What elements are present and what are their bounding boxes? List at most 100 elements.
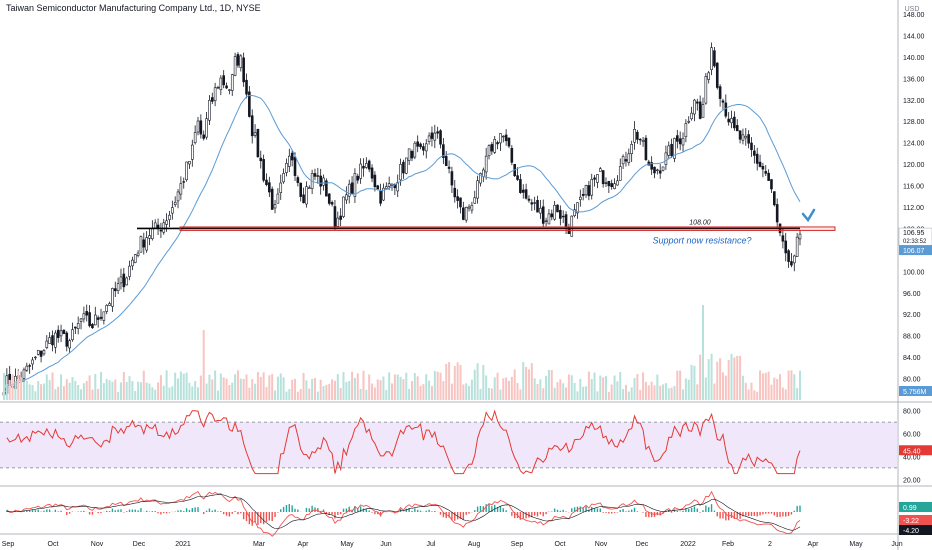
time-tick-label: May [340, 541, 354, 548]
volume-bar [271, 373, 274, 400]
macd-histogram-bar [593, 508, 596, 512]
macd-histogram-bar [582, 507, 584, 512]
volume-bar [613, 375, 616, 400]
candle-body [148, 235, 151, 239]
price-tick-label: 80.00 [903, 377, 921, 384]
volume-bar [499, 389, 502, 400]
volume-bar [34, 391, 37, 400]
macd-histogram-bar [619, 509, 621, 512]
candle-body [713, 50, 716, 67]
macd-histogram-bar [782, 512, 784, 517]
volume-bar [530, 363, 533, 400]
volume-value-label: 5.756M [903, 389, 927, 396]
macd-histogram-bar [180, 510, 182, 512]
candle-body [633, 128, 636, 143]
volume-bar [177, 378, 180, 400]
macd-histogram-bar [285, 505, 288, 512]
price-tick-label: 124.00 [903, 141, 925, 148]
volume-bar [296, 391, 299, 400]
macd-histogram-bar [254, 512, 256, 523]
price-tick-label: 100.00 [903, 269, 925, 276]
candle-body [48, 337, 51, 344]
macd-histogram-bar [739, 512, 741, 519]
candle-body [527, 198, 531, 201]
macd-histogram-bar [168, 512, 171, 513]
volume-bar [191, 386, 194, 400]
macd-histogram-bar [425, 510, 427, 512]
candle-body [36, 349, 40, 355]
macd-histogram-bar [111, 508, 114, 512]
price-tick-label: 116.00 [903, 184, 924, 191]
volume-bar [71, 377, 74, 400]
candle-body [704, 76, 708, 104]
volume-bar [573, 382, 576, 400]
candle-body [210, 97, 214, 102]
volume-bar [108, 380, 111, 400]
candle-body [430, 132, 434, 139]
volume-bar [419, 385, 422, 400]
volume-bar [756, 391, 759, 400]
volume-bar [356, 373, 359, 400]
volume-bar [188, 382, 191, 400]
volume-bar [585, 386, 588, 400]
macd-histogram-bar [633, 507, 636, 512]
volume-bar [656, 374, 659, 400]
macd-histogram-bar [217, 511, 219, 512]
price-tick-label: 128.00 [903, 119, 925, 126]
macd-histogram-bar [314, 507, 316, 512]
candle-body [530, 202, 534, 205]
macd-histogram-bar [625, 511, 627, 512]
volume-bar [165, 370, 168, 400]
candle-body [313, 173, 317, 177]
candle-body [564, 214, 568, 227]
candle-body [59, 330, 63, 337]
volume-bar [556, 382, 559, 400]
volume-bar [510, 376, 513, 400]
candle-body [610, 183, 613, 188]
macd-histogram-bar [416, 509, 419, 512]
volume-bar [562, 383, 565, 400]
volume-bar [753, 390, 756, 400]
volume-bar [396, 374, 399, 400]
candle-body [539, 207, 542, 214]
candle-body [653, 166, 656, 174]
candle-body [365, 163, 368, 168]
candle-body [747, 134, 750, 144]
macd-histogram-bar [134, 509, 136, 512]
macd-histogram-bar [194, 507, 196, 512]
volume-bar [348, 381, 351, 400]
macd-histogram-bar [205, 510, 208, 512]
candle-body [125, 277, 128, 286]
volume-bar [436, 371, 439, 400]
macd-histogram-bar [211, 510, 213, 512]
support-value-label: 108.00 [689, 219, 711, 226]
candle-body [54, 332, 57, 348]
time-tick-label: Sep [2, 541, 15, 548]
macd-histogram-bar [382, 512, 385, 513]
volume-bar [228, 384, 231, 400]
candle-body [133, 254, 137, 263]
candle-body [404, 157, 408, 174]
candle-body [453, 187, 457, 198]
volume-bar [659, 385, 662, 400]
candle-body [761, 166, 765, 170]
time-tick-label: Apr [808, 541, 820, 548]
macd-histogram-bar [579, 506, 582, 512]
candle-body [561, 215, 565, 218]
macd-histogram-bar [536, 512, 539, 517]
volume-bar [710, 353, 713, 400]
volume-bar [690, 364, 693, 400]
candle-body [439, 130, 442, 145]
candle-body [664, 152, 668, 165]
candle-body [122, 273, 126, 288]
candle-body [693, 99, 696, 115]
volume-bar [382, 376, 385, 400]
candle-body [111, 288, 114, 307]
macd-histogram-bar [705, 505, 707, 512]
candle-body [584, 184, 588, 196]
macd-histogram-bar [185, 508, 188, 512]
candle-body [119, 276, 123, 284]
volume-bar [368, 374, 371, 400]
volume-bar [693, 365, 696, 400]
